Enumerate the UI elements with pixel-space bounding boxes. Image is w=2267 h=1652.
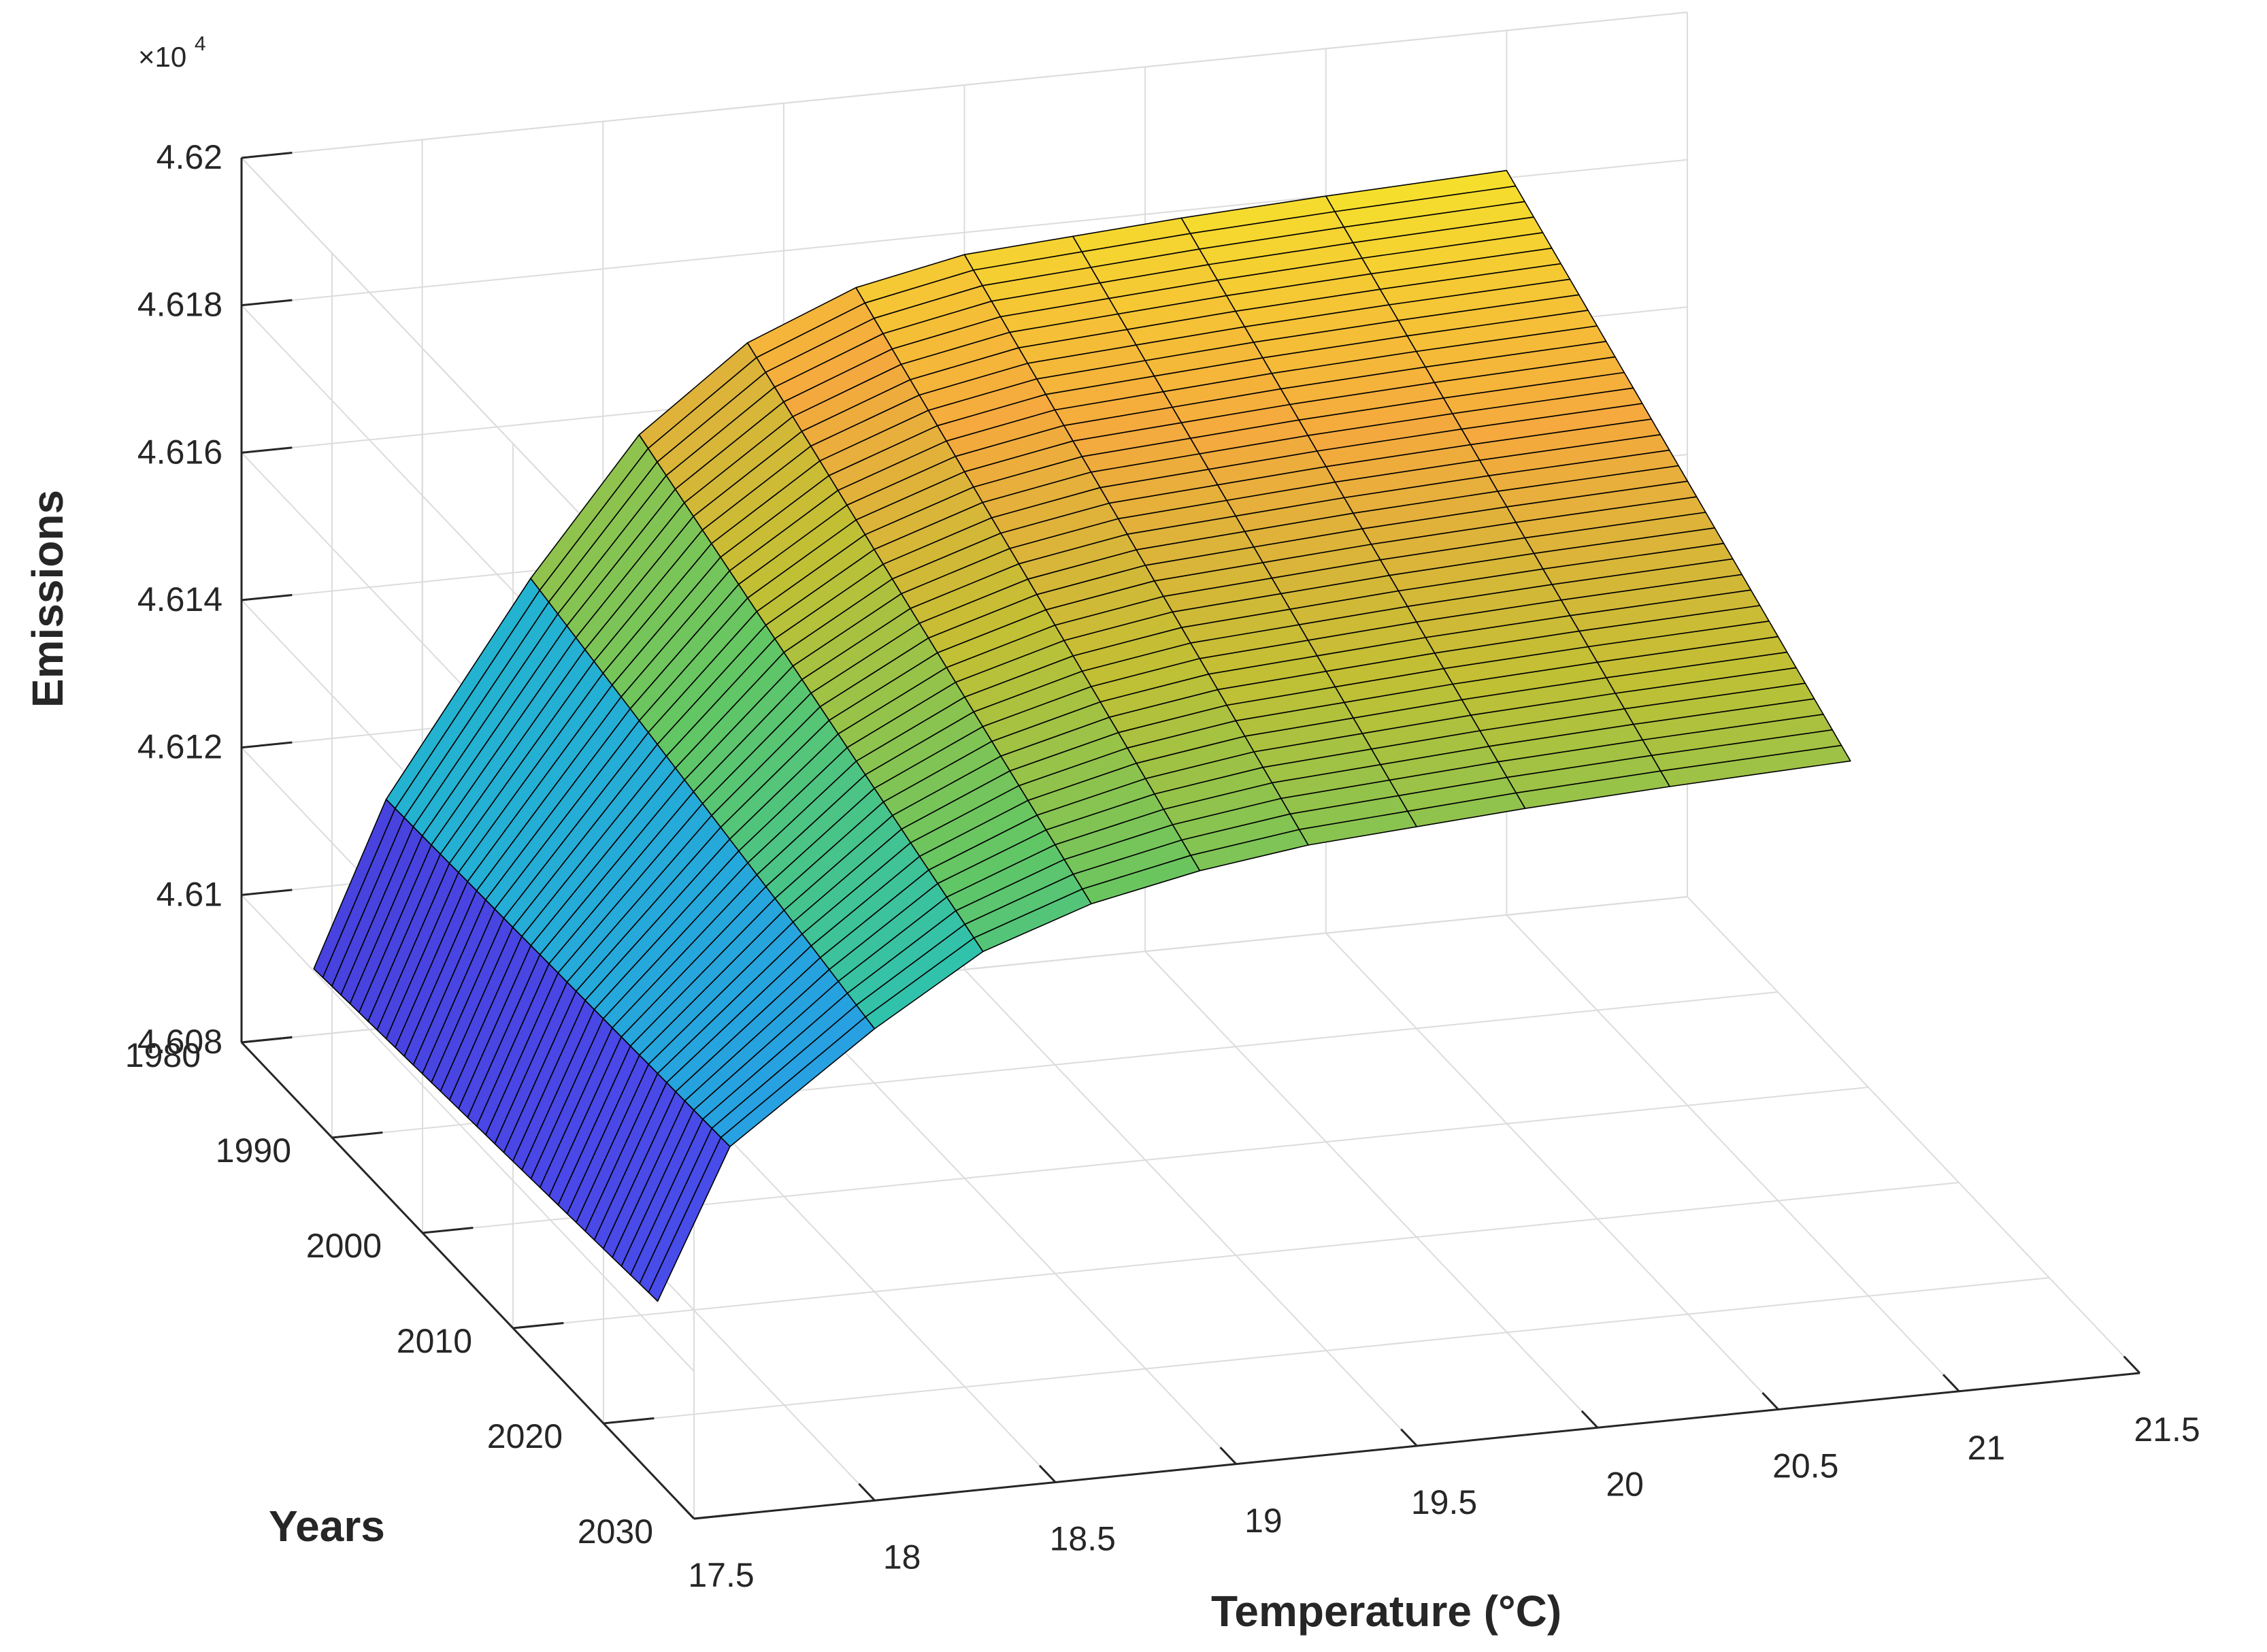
- y-tick-label: 2030: [578, 1513, 653, 1551]
- z-axis-label: Emissions: [23, 490, 72, 708]
- z-exponent-power: 4: [195, 33, 206, 55]
- x-tick-label: 19.5: [1411, 1483, 1477, 1521]
- x-tick-label: 17.5: [688, 1556, 754, 1594]
- x-tick-label: 18: [883, 1538, 921, 1576]
- x-tick-mark: [1761, 1391, 1779, 1410]
- x-tick-label: 21: [1968, 1429, 2006, 1467]
- y-axis-label: Years: [269, 1502, 385, 1551]
- y-tick-mark: [512, 1322, 564, 1329]
- z-tick-mark: [241, 889, 293, 896]
- x-tick-mark: [1581, 1410, 1599, 1429]
- x-tick-label: 19: [1244, 1502, 1283, 1540]
- x-tick-label: 18.5: [1050, 1520, 1116, 1558]
- y-tick-mark: [693, 1513, 745, 1520]
- tick-labels: 4.608 4.61 4.612 4.614 4.616 4.618 4.62 1980 199…: [125, 138, 2200, 1594]
- y-axis-line: [240, 1041, 695, 1520]
- z-tick-label: 4.618: [137, 286, 222, 324]
- z-tick-mark: [241, 446, 293, 454]
- z-tick-label: 4.616: [137, 433, 222, 471]
- x-tick-mark: [2123, 1355, 2141, 1374]
- y-tick-label: 2000: [306, 1227, 382, 1265]
- x-axis-label: Temperature (°C): [1211, 1587, 1561, 1636]
- z-tick-label: 4.608: [137, 1023, 222, 1061]
- x-tick-label: 20: [1606, 1465, 1644, 1503]
- z-tick-label: 4.612: [137, 728, 222, 766]
- x-tick-mark: [677, 1501, 695, 1520]
- x-tick-label: 21.5: [2134, 1410, 2200, 1449]
- surface-patch: [1660, 744, 1851, 787]
- z-exponent-base: ×10: [138, 41, 186, 73]
- y-tick-mark: [241, 1036, 293, 1044]
- surface-layer: [313, 169, 1851, 1302]
- y-tick-mark: [422, 1227, 474, 1234]
- axes-layer: [240, 152, 2141, 1520]
- x-tick-label: 20.5: [1772, 1447, 1838, 1485]
- y-tick-label: 1980: [125, 1036, 201, 1074]
- z-tick-label: 4.61: [156, 875, 222, 913]
- z-tick-mark: [241, 299, 293, 307]
- z-tick-mark: [241, 594, 293, 601]
- z-exponent: ×10 4: [138, 33, 206, 73]
- x-tick-mark: [1400, 1428, 1418, 1447]
- z-tick-label: 4.62: [156, 138, 222, 176]
- z-tick-label: 4.614: [137, 580, 222, 618]
- y-tick-label: 2010: [397, 1322, 472, 1360]
- x-tick-mark: [858, 1483, 876, 1502]
- x-tick-mark: [1942, 1374, 1960, 1392]
- x-tick-mark: [1038, 1464, 1057, 1483]
- y-tick-mark: [331, 1131, 383, 1139]
- x-tick-mark: [1219, 1447, 1237, 1465]
- y-tick-mark: [603, 1417, 655, 1425]
- y-tick-label: 2020: [487, 1417, 563, 1455]
- z-tick-mark: [241, 152, 293, 159]
- y-tick-label: 1990: [216, 1131, 291, 1170]
- z-tick-mark: [241, 741, 293, 749]
